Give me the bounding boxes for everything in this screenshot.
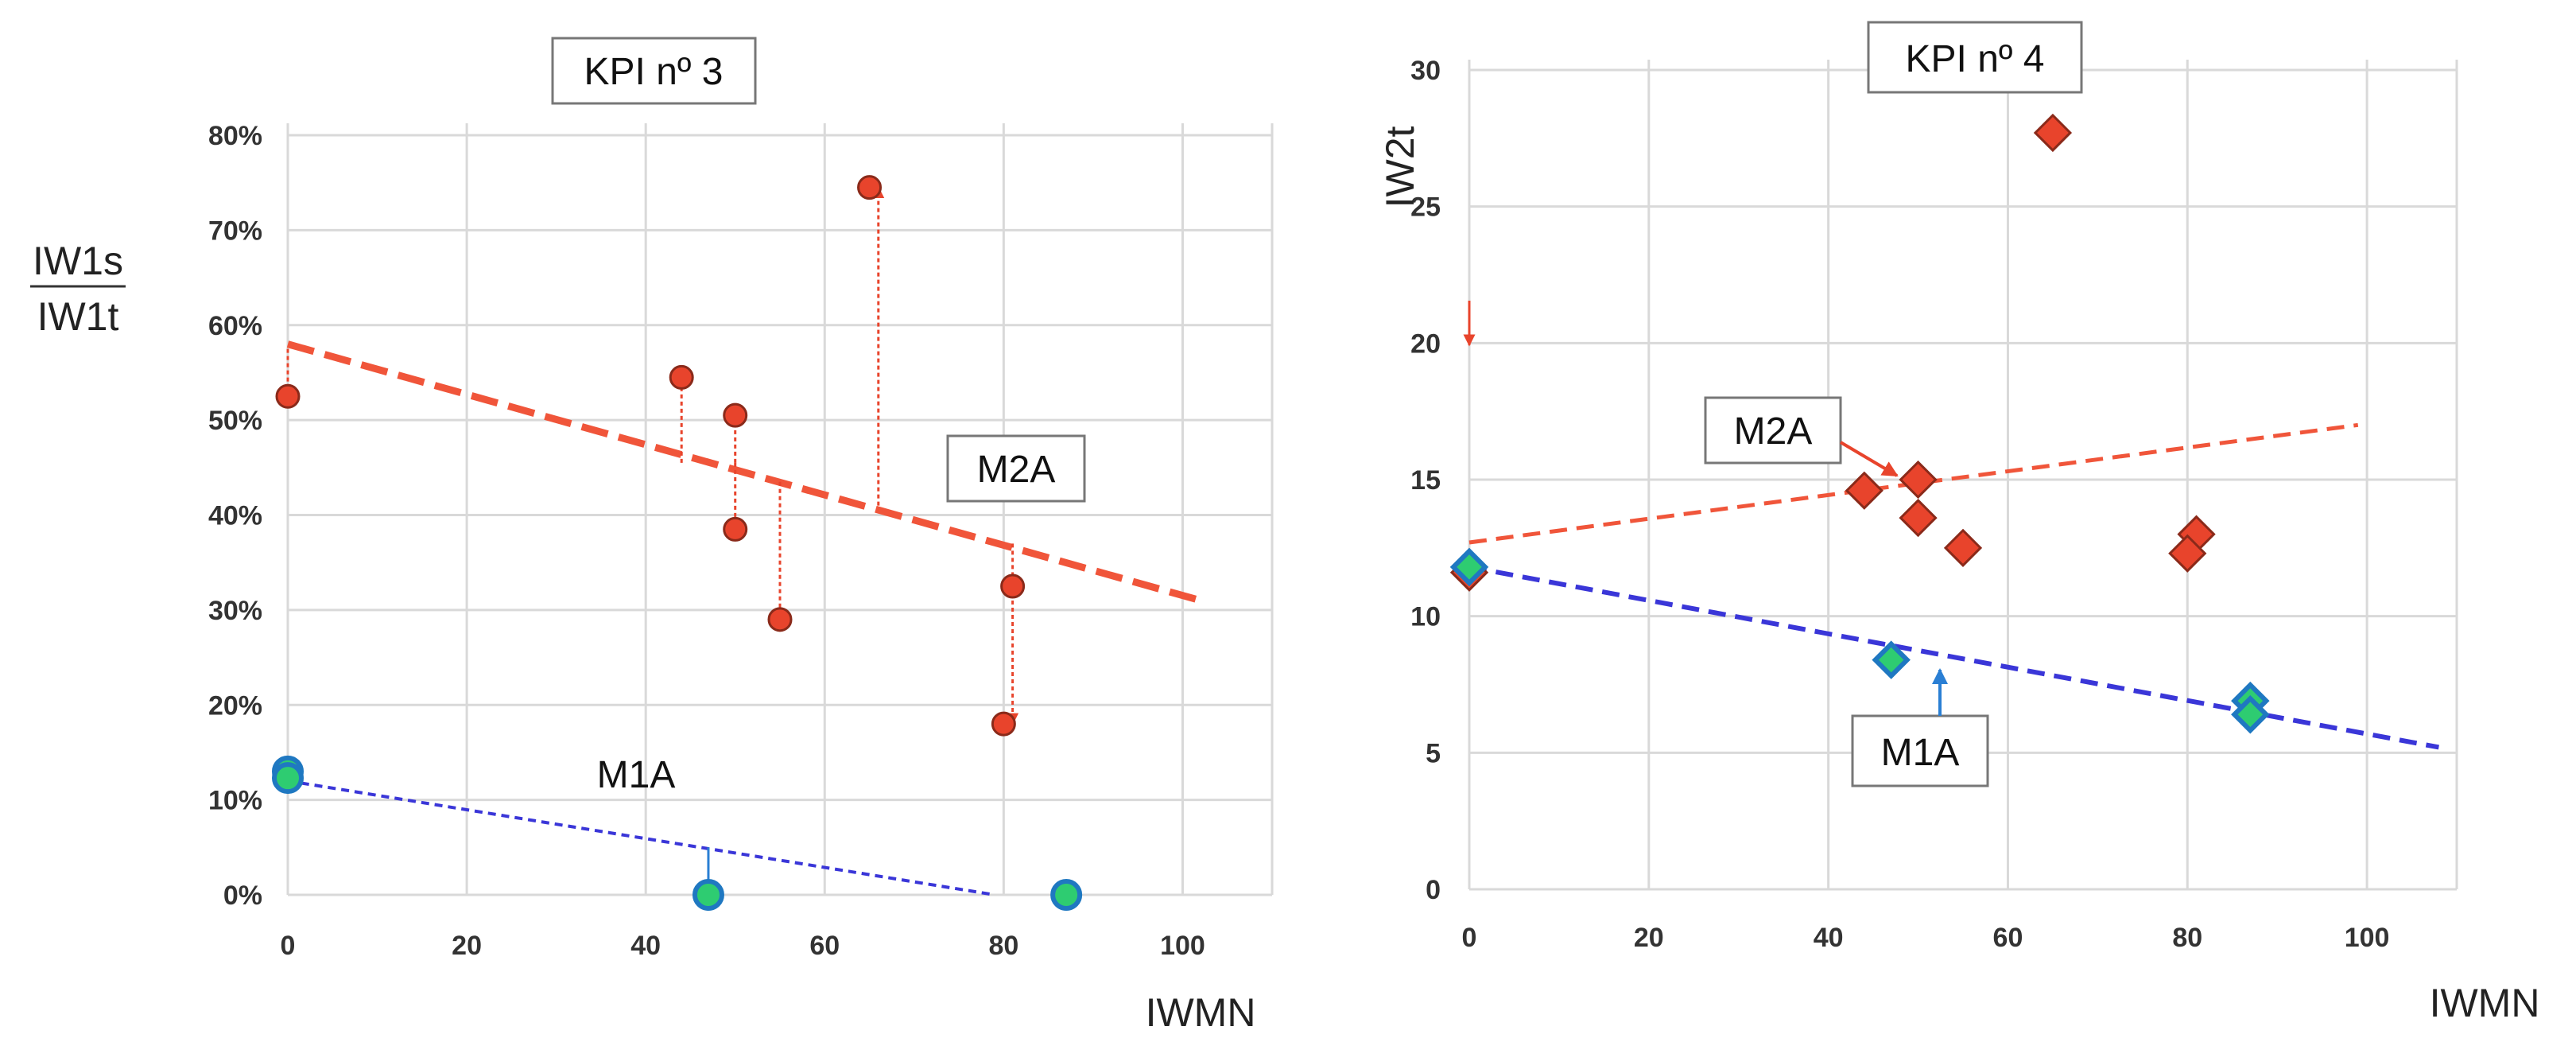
kpi3-m1a-trendline bbox=[287, 779, 995, 896]
kpi4-ytick-label: 5 bbox=[1426, 738, 1441, 768]
kpi4-data-points bbox=[1449, 113, 2270, 734]
kpi3-m1a-point bbox=[1050, 879, 1083, 911]
kpi4-m1a-point bbox=[1872, 640, 1911, 679]
kpi4-tick-labels: 0 5 10 15 20 25 30 0 20 40 60 80 100 bbox=[1410, 56, 2389, 953]
kpi4-m2a-point bbox=[1845, 471, 1884, 510]
kpi3-ytick-label: 50% bbox=[208, 406, 262, 436]
kpi3-xtick-label: 20 bbox=[452, 931, 482, 961]
kpi3-ytick-label: 20% bbox=[208, 690, 262, 721]
kpi3-ytick-label: 30% bbox=[208, 596, 262, 626]
kpi4-xtick-label: 20 bbox=[1634, 923, 1664, 953]
kpi3-xtick-label: 60 bbox=[809, 931, 840, 961]
kpi4-m2a-label-box: M2A bbox=[1704, 396, 1842, 465]
kpi3-ytick-label: 80% bbox=[208, 121, 262, 151]
kpi3-m1a-point bbox=[272, 762, 304, 795]
kpi4-ytick-label: 30 bbox=[1410, 56, 1441, 86]
kpi3-xtick-label: 40 bbox=[630, 931, 661, 961]
kpi4-xtick-label: 100 bbox=[2345, 923, 2390, 953]
kpi3-title-box: KPI nº 3 bbox=[551, 37, 757, 105]
kpi3-m2a-label: M2A bbox=[977, 449, 1056, 491]
kpi4-xlabel: IWMN bbox=[2430, 981, 2540, 1025]
kpi4-m2a-pointer bbox=[1839, 441, 1899, 477]
kpi3-m2a-point bbox=[991, 711, 1016, 737]
kpi4-m2a-point bbox=[1943, 528, 1983, 567]
kpi3-ylabel-numerator: IW1s bbox=[33, 239, 123, 283]
kpi3-m2a-point bbox=[1000, 573, 1026, 599]
kpi3-tick-labels: 0% 10% 20% 30% 40% 50% 60% 70% 80% 0 20 40 60 80 100 bbox=[208, 121, 1205, 961]
kpi4-ytick-label: 0 bbox=[1426, 875, 1441, 905]
kpi3-ytick-label: 70% bbox=[208, 216, 262, 246]
kpi4-title: KPI nº 4 bbox=[1906, 38, 2045, 80]
kpi3-xtick-label: 80 bbox=[988, 931, 1018, 961]
kpi4-m1a-point bbox=[1449, 547, 1489, 587]
kpi4-gridlines bbox=[1468, 60, 2458, 891]
kpi3-m1a-point bbox=[692, 879, 724, 911]
kpi3-m2a-label-box: M2A bbox=[946, 434, 1086, 503]
kpi4-title-box: KPI nº 4 bbox=[1867, 21, 2083, 94]
kpi3-trendlines bbox=[286, 340, 1202, 896]
kpi3-ytick-label: 40% bbox=[208, 501, 262, 531]
kpi4-ylabel: IW2t bbox=[1378, 126, 1422, 208]
kpi3-ytick-label: 60% bbox=[208, 311, 262, 341]
kpi3-m2a-point bbox=[275, 383, 301, 409]
kpi3-m2a-point bbox=[857, 175, 883, 200]
kpi4-m1a-trendline bbox=[1468, 564, 2439, 750]
kpi3-ylabel-denominator: IW1t bbox=[37, 294, 119, 339]
kpi3-ytick-label: 0% bbox=[223, 881, 262, 911]
kpi4-ytick-label: 25 bbox=[1410, 192, 1441, 223]
kpi4-ytick-label: 15 bbox=[1410, 465, 1441, 496]
kpi3-m1a-label: M1A bbox=[597, 754, 676, 796]
kpi4-m2a-point bbox=[1899, 498, 1938, 538]
kpi4-xtick-label: 40 bbox=[1814, 923, 1844, 953]
kpi3-xtick-label: 0 bbox=[281, 931, 296, 961]
kpi4-m2a-point bbox=[2033, 113, 2073, 153]
kpi4-m2a-point bbox=[2168, 534, 2207, 573]
kpi4-xtick-label: 80 bbox=[2172, 923, 2202, 953]
kpi4-m2a-point bbox=[1899, 460, 1938, 500]
kpi4-xtick-label: 60 bbox=[1993, 923, 2023, 953]
kpi3-xlabel: IWMN bbox=[1146, 990, 1256, 1035]
kpi3-y-axis-title: IW1s IW1t bbox=[30, 239, 126, 339]
kpi4-m1a-label: M1A bbox=[1881, 732, 1960, 774]
kpi3-m2a-trendline bbox=[286, 340, 1202, 605]
kpi3-gridlines bbox=[286, 123, 1274, 896]
kpi4-xtick-label: 0 bbox=[1462, 923, 1477, 953]
kpi4-ytick-label: 20 bbox=[1410, 329, 1441, 359]
kpi4-m1a-label-box: M1A bbox=[1851, 714, 1989, 787]
kpi3-ytick-label: 10% bbox=[208, 786, 262, 816]
kpi3-m2a-point bbox=[669, 364, 694, 390]
kpi4-trendlines bbox=[1468, 422, 2439, 750]
kpi4-m1a-point bbox=[2231, 695, 2270, 734]
kpi3-xtick-label: 100 bbox=[1160, 931, 1205, 961]
kpi3-title: KPI nº 3 bbox=[584, 51, 724, 93]
kpi4-ytick-label: 10 bbox=[1410, 602, 1441, 632]
kpi4-m2a-label: M2A bbox=[1734, 410, 1813, 453]
kpi3-m2a-point bbox=[723, 402, 748, 428]
kpi3-m2a-point bbox=[723, 516, 748, 542]
kpi3-m2a-point bbox=[767, 607, 793, 632]
kpi3-data-points bbox=[272, 175, 1083, 911]
